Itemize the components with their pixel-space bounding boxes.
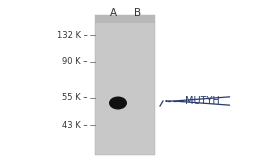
Bar [95, 15, 155, 155]
Text: 132 K –: 132 K – [57, 31, 88, 40]
Text: A: A [109, 8, 116, 18]
Text: 55 K –: 55 K – [62, 93, 88, 102]
Ellipse shape [109, 96, 127, 110]
Text: 43 K –: 43 K – [62, 121, 88, 130]
Bar [95, 15, 155, 23]
Text: MUTYH: MUTYH [185, 96, 220, 106]
Text: 90 K –: 90 K – [62, 58, 88, 66]
Text: B: B [134, 8, 141, 18]
